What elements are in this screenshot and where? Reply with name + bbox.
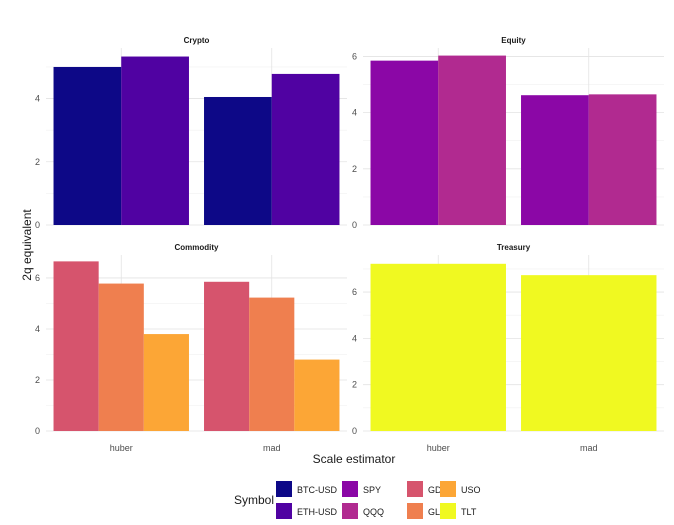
y-tick-label: 0 [352, 220, 357, 230]
y-tick-label: 2 [35, 375, 40, 385]
x-tick-label: mad [263, 443, 281, 453]
legend-label-gld: GLD [428, 507, 447, 517]
bar-qqq-huber [438, 55, 506, 226]
legend-title: Symbol [234, 493, 274, 507]
legend-label-btc-usd: BTC-USD [297, 485, 337, 495]
legend-swatch-gld [407, 503, 423, 519]
y-tick-label: 0 [35, 220, 40, 230]
legend-label-gdx: GDX [428, 485, 448, 495]
y-tick-label: 2 [35, 157, 40, 167]
bar-qqq-mad [588, 94, 657, 225]
bar-btc-usd-huber [53, 66, 122, 225]
panel-equity: 0 2 4 6 Equity [352, 36, 664, 230]
y-tick-label: 0 [35, 426, 40, 436]
bar-tlt-huber [370, 263, 506, 431]
legend-swatch-gdx [407, 481, 423, 497]
y-tick-label: 4 [352, 108, 357, 118]
legend-swatch-eth-usd [276, 503, 292, 519]
panel-crypto: 0 2 4 Crypto [35, 36, 347, 230]
y-tick-label: 4 [35, 324, 40, 334]
legend-swatch-uso [440, 481, 456, 497]
legend-label-tlt: TLT [461, 507, 477, 517]
bar-gld-mad [249, 297, 295, 431]
panel-title: Treasury [497, 243, 531, 252]
legend: Symbol BTC-USD ETH-USD SPY QQQ GDX GLD USO TLT [234, 481, 481, 519]
legend-swatch-btc-usd [276, 481, 292, 497]
x-tick-label: huber [427, 443, 450, 453]
legend-label-eth-usd: ETH-USD [297, 507, 337, 517]
panel-title: Commodity [175, 243, 220, 252]
y-tick-label: 6 [35, 273, 40, 283]
y-tick-label: 2 [352, 164, 357, 174]
y-axis-title: 2q equivalent [20, 209, 34, 281]
y-tick-label: 4 [352, 333, 357, 343]
bar-gdx-mad [204, 281, 250, 431]
panel-title: Crypto [184, 36, 210, 45]
panel-treasury: 0 2 4 6 Treasury huber mad [352, 243, 664, 453]
legend-swatch-qqq [342, 503, 358, 519]
bar-eth-usd-mad [271, 73, 340, 226]
bar-spy-huber [370, 60, 439, 226]
bar-uso-mad [294, 359, 340, 431]
x-tick-label: huber [110, 443, 133, 453]
y-tick-label: 0 [352, 426, 357, 436]
bar-uso-huber [143, 334, 189, 431]
bar-gdx-huber [53, 261, 99, 431]
bar-btc-usd-mad [204, 96, 272, 225]
legend-label-spy: SPY [363, 485, 381, 495]
x-axis-title: Scale estimator [313, 452, 396, 466]
panel-title: Equity [501, 36, 526, 45]
bar-spy-mad [521, 95, 589, 225]
legend-label-qqq: QQQ [363, 507, 384, 517]
y-tick-label: 2 [352, 380, 357, 390]
legend-swatch-spy [342, 481, 358, 497]
legend-label-uso: USO [461, 485, 481, 495]
y-tick-label: 6 [352, 287, 357, 297]
x-tick-label: mad [580, 443, 598, 453]
bar-tlt-mad [521, 275, 657, 431]
facet-panels: 0 2 4 Crypto 0 2 4 6 Equity 0 2 4 6 Commodity huber mad… [35, 36, 664, 453]
legend-swatch-tlt [440, 503, 456, 519]
bar-eth-usd-huber [121, 56, 189, 225]
y-tick-label: 6 [352, 51, 357, 61]
bar-gld-huber [98, 283, 144, 431]
panel-commodity: 0 2 4 6 Commodity huber mad [35, 243, 347, 453]
y-tick-label: 4 [35, 94, 40, 104]
